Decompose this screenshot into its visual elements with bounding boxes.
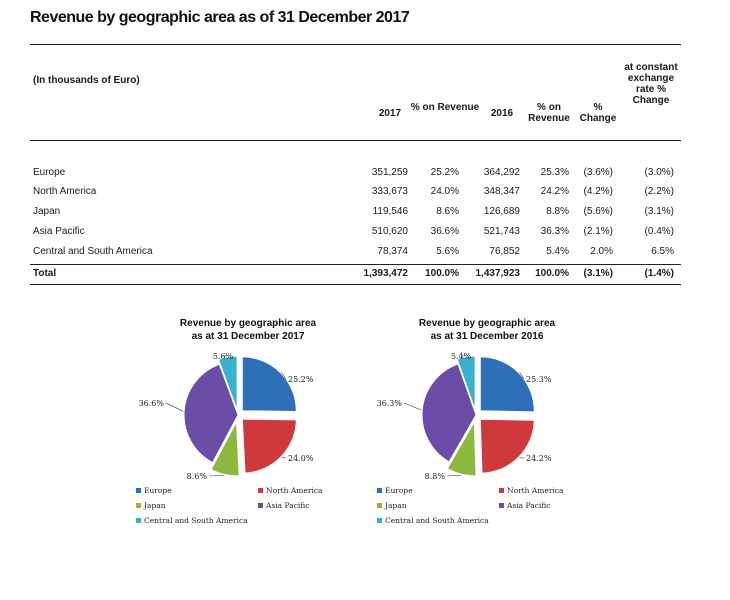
- total-top-rule: [30, 264, 681, 265]
- cell-p2017: 25.2%: [389, 167, 459, 178]
- slice-value-label: 36.6%: [139, 399, 165, 408]
- header-bottom-rule: [30, 140, 681, 141]
- slice-value-label: 36.3%: [377, 399, 403, 408]
- legend-label: Asia Pacific: [265, 501, 310, 510]
- pie-slice-europe: [242, 357, 296, 412]
- legend-label: Japan: [143, 501, 166, 510]
- unit-note: (In thousands of Euro): [33, 75, 140, 86]
- legend-label: Europe: [144, 486, 172, 495]
- total-cell-cfx: (1.4%): [604, 268, 674, 279]
- legend-label: Central and South America: [144, 516, 248, 525]
- legend-swatch: [377, 503, 382, 508]
- pie-slice-north-america: [480, 419, 534, 473]
- legend-swatch: [136, 518, 141, 523]
- legend-label: Central and South America: [385, 516, 489, 525]
- legend-swatch: [136, 503, 141, 508]
- slice-value-label: 5.4%: [451, 352, 472, 361]
- cell-p2017: 24.0%: [389, 186, 459, 197]
- cell-cfx: 6.5%: [604, 246, 674, 257]
- legend-label: Japan: [384, 501, 407, 510]
- legend-swatch: [499, 503, 504, 508]
- slice-value-label: 24.2%: [526, 454, 552, 463]
- legend-swatch: [258, 488, 263, 493]
- cell-cfx: (0.4%): [604, 226, 674, 237]
- cell-chg: (3.6%): [543, 167, 613, 178]
- cell-cfx: (3.1%): [604, 206, 674, 217]
- slice-value-label: 8.8%: [425, 472, 446, 481]
- slice-value-label: 8.6%: [187, 472, 208, 481]
- slice-value-label: 25.3%: [526, 375, 552, 384]
- slice-value-label: 24.0%: [288, 454, 314, 463]
- legend-swatch: [136, 488, 141, 493]
- total-bottom-rule: [30, 284, 681, 285]
- header-constant-fx-change: at constant exchange rate % Change: [622, 62, 680, 106]
- row-label: North America: [33, 186, 96, 197]
- slice-value-label: 25.2%: [288, 375, 314, 384]
- row-label: Europe: [33, 167, 65, 178]
- chart-title-line2: as at 31 December 2016: [431, 331, 544, 342]
- table-top-rule: [30, 44, 681, 45]
- legend-swatch: [499, 488, 504, 493]
- cell-cfx: (2.2%): [604, 186, 674, 197]
- cell-chg: 2.0%: [543, 246, 613, 257]
- cell-chg: (4.2%): [543, 186, 613, 197]
- cell-p2017: 36.6%: [389, 226, 459, 237]
- cell-p2017: 8.6%: [389, 206, 459, 217]
- leader-line: [282, 457, 286, 458]
- slice-value-label: 5.6%: [213, 352, 234, 361]
- chart-title-line2: as at 31 December 2017: [192, 331, 305, 342]
- legend-swatch: [377, 488, 382, 493]
- leader-line: [404, 403, 421, 410]
- legend-label: North America: [507, 486, 564, 495]
- row-label: Central and South America: [33, 246, 153, 257]
- legend-label: Europe: [385, 486, 413, 495]
- row-label: Japan: [33, 206, 60, 217]
- row-label: Asia Pacific: [33, 226, 85, 237]
- header-pct-revenue-2017: % on Revenue: [410, 102, 480, 113]
- legend-label: North America: [266, 486, 323, 495]
- pie-slice-north-america: [242, 419, 296, 473]
- legend-swatch: [377, 518, 382, 523]
- leader-line: [447, 475, 461, 476]
- legend-swatch: [258, 503, 263, 508]
- header-2016: 2016: [484, 108, 520, 119]
- total-cell-p2017: 100.0%: [389, 268, 459, 279]
- header-2017: 2017: [372, 108, 408, 119]
- cell-p2017: 5.6%: [389, 246, 459, 257]
- cell-chg: (5.6%): [543, 206, 613, 217]
- total-cell-chg: (3.1%): [543, 268, 613, 279]
- pie-slice-europe: [480, 357, 534, 412]
- cell-chg: (2.1%): [543, 226, 613, 237]
- total-row-label: Total: [33, 268, 56, 279]
- leader-line: [166, 403, 183, 411]
- header-pct-revenue-2016: % on Revenue: [520, 102, 578, 124]
- chart-title-line1: Revenue by geographic area: [419, 318, 556, 329]
- cell-cfx: (3.0%): [604, 167, 674, 178]
- chart-title-line1: Revenue by geographic area: [180, 318, 317, 329]
- header-pct-change: % Change: [578, 102, 618, 124]
- legend-label: Asia Pacific: [506, 501, 551, 510]
- page-title: Revenue by geographic area as of 31 Dece…: [30, 9, 409, 27]
- pie-charts: Revenue by geographic area as at 31 Decem…: [0, 300, 730, 600]
